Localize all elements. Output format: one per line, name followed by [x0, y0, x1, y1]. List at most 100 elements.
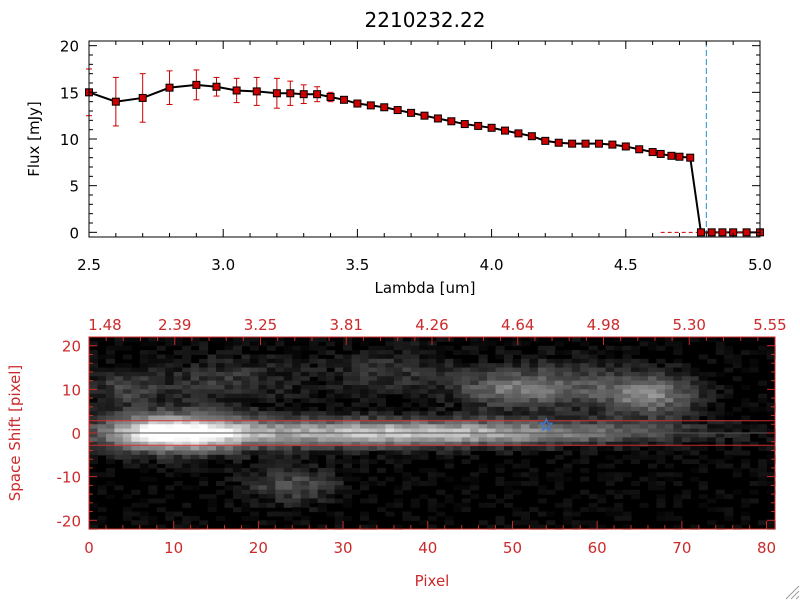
heatmap-cell [639, 437, 649, 443]
flux-data-point [192, 80, 201, 89]
heatmap-cell [89, 415, 99, 421]
heatmap-cell [495, 433, 505, 438]
heatmap-cell [393, 459, 403, 465]
heatmap-cell [190, 380, 200, 386]
heatmap-cell [249, 489, 259, 495]
heatmap-cell [681, 433, 691, 438]
heatmap-cell [249, 515, 259, 521]
heatmap-cell [122, 376, 132, 382]
heatmap-cell [410, 481, 420, 486]
heatmap-cell [503, 354, 514, 360]
heatmap-cell [224, 411, 234, 417]
heatmap-cell [614, 376, 624, 382]
heatmap-cell [156, 358, 166, 364]
heatmap-cell [436, 424, 446, 430]
heatmap-cell [216, 411, 226, 417]
heatmap-cell [605, 415, 615, 421]
heatmap-cell [520, 437, 530, 443]
heatmap-cell [368, 524, 378, 530]
heatmap-cell [529, 411, 539, 417]
heatmap-cell [105, 350, 116, 356]
heatmap-cell [546, 358, 556, 364]
heatmap-cell [444, 398, 454, 404]
heatmap-cell [622, 424, 632, 430]
heatmap-cell [317, 376, 327, 382]
heatmap-cell [758, 476, 768, 482]
heatmap-cell [444, 437, 454, 443]
heatmap-cell [249, 406, 259, 412]
heatmap-cell [249, 385, 259, 390]
heatmap-cell [444, 446, 454, 452]
heatmap-cell [131, 520, 141, 526]
heatmap-cell [292, 376, 302, 382]
heatmap-cell [724, 389, 734, 395]
heatmap-cell [656, 406, 666, 412]
heatmap-cell [758, 428, 768, 434]
heatmap-cell [673, 502, 683, 508]
heatmap-cell [97, 489, 107, 495]
heatmap-cell [165, 454, 175, 460]
heatmap-cell [343, 441, 353, 447]
heatmap-cell [554, 385, 564, 390]
heatmap-cell [275, 498, 285, 504]
heatmap-cell [673, 415, 683, 421]
heatmap-cell [741, 350, 751, 356]
heatmap-cell [114, 371, 124, 377]
heatmap-cell [588, 524, 598, 530]
heatmap-cell [698, 380, 708, 386]
heatmap-cell [461, 345, 471, 351]
heatmap-cell [478, 398, 488, 404]
heatmap-cell [190, 485, 200, 491]
heatmap-cell [343, 380, 353, 386]
heatmap-cell [216, 428, 226, 434]
heatmap-cell [232, 424, 243, 430]
heatmap-cell [470, 393, 480, 399]
heatmap-cell [385, 376, 395, 382]
heatmap-cell [249, 463, 259, 469]
heatmap-cell [266, 494, 276, 500]
heatmap-cell [114, 454, 124, 460]
heatmap-cell [436, 337, 446, 342]
heatmap-cell [673, 446, 683, 452]
heatmap-cell [139, 520, 149, 526]
heatmap-cell [131, 415, 141, 421]
heatmap-cell [597, 441, 607, 447]
heatmap-cell [173, 467, 183, 473]
heatmap-cell [326, 467, 336, 473]
heatmap-cell [190, 398, 200, 404]
heatmap-cell [114, 446, 124, 452]
heatmap-cell [563, 363, 573, 369]
heatmap-cell [597, 463, 607, 469]
heatmap-cell [639, 406, 649, 412]
flux-data-point [686, 153, 695, 162]
heatmap-cell [461, 350, 471, 356]
heatmap-cell [207, 437, 217, 443]
heatmap-cell [698, 411, 708, 417]
heatmap-cell [546, 389, 556, 395]
heatmap-cell [283, 498, 293, 504]
heatmap-cell [503, 489, 514, 495]
heatmap-cell [283, 446, 293, 452]
heatmap-cell [148, 354, 158, 360]
heatmap-cell [182, 467, 192, 473]
heatmap-cell [605, 363, 615, 369]
heatmap-cell [503, 424, 514, 430]
heatmap-cell [580, 354, 590, 360]
heatmap-cell [664, 402, 674, 408]
space-shift-tick-label: 20 [62, 338, 81, 356]
heatmap-cell [537, 424, 547, 430]
heatmap-cell [275, 415, 285, 421]
resize-grip[interactable] [785, 585, 800, 600]
heatmap-cell [207, 446, 217, 452]
heatmap-cell [224, 402, 234, 408]
heatmap-cell [300, 406, 310, 412]
heatmap-cell [326, 371, 336, 377]
heatmap-cell [351, 385, 361, 390]
heatmap-cell [182, 415, 192, 421]
heatmap-cell [190, 433, 200, 438]
heatmap-cell [360, 358, 370, 364]
heatmap-cell [122, 393, 132, 399]
heatmap-cell [707, 389, 717, 395]
heatmap-cell [529, 481, 539, 486]
heatmap-cell [563, 406, 573, 412]
